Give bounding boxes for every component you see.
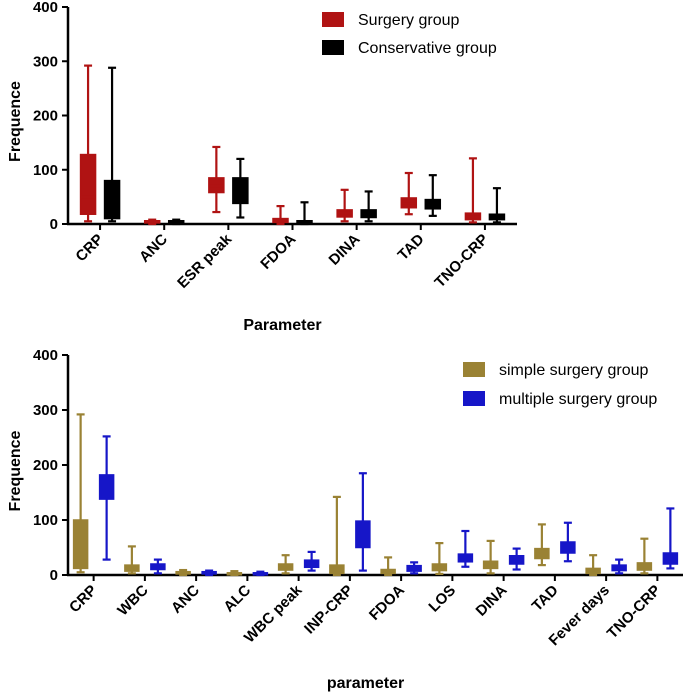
box-1-1	[167, 218, 185, 226]
box-0-2	[175, 568, 191, 577]
box-0-9	[534, 523, 550, 567]
y-tick-label: 400	[33, 347, 58, 364]
box-1-8	[508, 547, 525, 571]
box-0-0	[79, 64, 97, 223]
iqr-box	[103, 179, 121, 220]
x-tick-label: WBC	[114, 582, 151, 619]
box-0-4	[277, 554, 294, 575]
box-0-1	[143, 218, 161, 226]
x-tick-label: ANC	[168, 582, 203, 617]
y-tick-label: 100	[33, 162, 58, 179]
legend-label-1: Conservative group	[358, 40, 497, 57]
x-tick-label: TNO-CRP	[431, 231, 491, 291]
box-0-1	[124, 545, 140, 575]
box-0-4	[336, 188, 353, 223]
box-0-2	[208, 145, 225, 214]
box-1-7	[457, 529, 474, 568]
y-tick-label: 0	[50, 567, 58, 584]
box-1-2	[201, 569, 217, 577]
y-tick-label: 200	[33, 457, 58, 474]
box-0-3	[272, 204, 289, 226]
box-0-0	[72, 413, 89, 574]
x-tick-label: LOS	[425, 582, 459, 616]
x-tick-label: CRP	[72, 231, 106, 265]
iqr-box	[232, 177, 249, 205]
x-tick-label: DINA	[326, 231, 364, 269]
legend-swatch-1	[463, 391, 485, 406]
box-0-7	[431, 541, 448, 576]
legend-label-0: simple surgery group	[499, 362, 649, 379]
x-tick-label: TNO-CRP	[604, 582, 664, 642]
x-tick-label: FDOA	[257, 231, 299, 273]
iqr-box	[79, 153, 97, 215]
box-1-11	[662, 507, 679, 570]
box-1-6	[406, 561, 422, 575]
box-0-3	[226, 570, 243, 577]
iqr-box	[329, 564, 345, 575]
iqr-box	[72, 519, 89, 570]
y-tick-label: 300	[33, 402, 58, 419]
box-0-11	[636, 537, 653, 575]
x-tick-label: DINA	[473, 582, 511, 620]
x-tick-label: ANC	[136, 231, 171, 266]
box-1-0	[98, 435, 115, 561]
x-tick-label: TAD	[395, 231, 428, 264]
legend-label-0: Surgery group	[358, 12, 459, 29]
box-1-1	[150, 558, 166, 575]
box-0-5	[329, 495, 345, 577]
box-1-5	[424, 174, 442, 217]
legend-swatch-1	[322, 40, 344, 55]
x-tick-label: ESR peak	[174, 230, 235, 291]
box-1-3	[252, 570, 269, 577]
box-1-2	[232, 157, 249, 219]
x-tick-label: CRP	[66, 582, 100, 616]
box-0-6	[380, 556, 396, 577]
box-1-3	[296, 201, 313, 226]
x-axis-title: parameter	[327, 675, 404, 692]
box-1-5	[355, 472, 371, 572]
box-0-10	[585, 554, 601, 577]
x-tick-label: TAD	[529, 582, 562, 615]
top-chart-panel: 0 100 200 300 400 Frequence CRP ANC ESR peak FDOA…	[7, 0, 517, 334]
legend-label-1: multiple surgery group	[499, 391, 657, 408]
box-1-9	[560, 521, 576, 563]
box-0-8	[482, 539, 499, 575]
legend-swatch-0	[322, 12, 344, 27]
x-axis-title: Parameter	[243, 317, 321, 334]
box-1-4	[360, 190, 377, 223]
x-tick-label: INP-CRP	[301, 582, 357, 638]
legend-swatch-0	[463, 362, 485, 377]
box-1-4	[303, 550, 320, 572]
y-tick-label: 0	[50, 216, 58, 233]
box-1-0	[103, 66, 121, 223]
y-tick-label: 400	[33, 0, 58, 16]
y-tick-label: 100	[33, 512, 58, 529]
x-tick-label: FDOA	[366, 582, 408, 624]
x-tick-label: ALC	[220, 582, 254, 616]
box-1-6	[488, 187, 506, 224]
y-tick-label: 300	[33, 53, 58, 70]
y-axis-title: Frequence	[7, 430, 24, 511]
y-tick-label: 200	[33, 108, 58, 125]
y-axis-title: Frequence	[7, 81, 24, 162]
box-0-6	[464, 157, 482, 224]
box-1-10	[611, 558, 627, 575]
box-0-5	[400, 171, 418, 216]
